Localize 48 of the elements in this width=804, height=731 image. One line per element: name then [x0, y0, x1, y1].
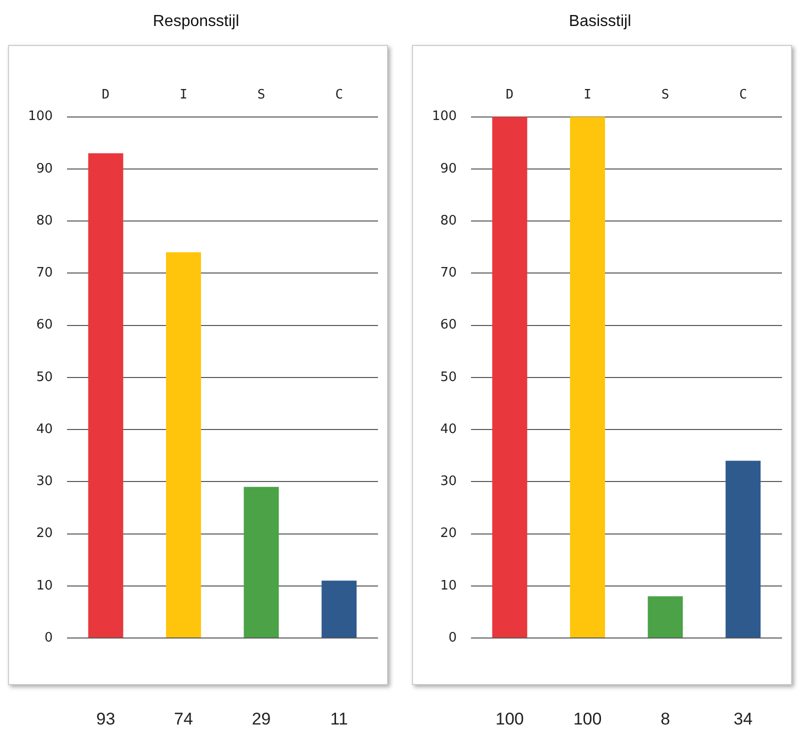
x-tick-label: D — [102, 87, 110, 102]
data-label: 8 — [660, 710, 670, 729]
data-label: 93 — [96, 710, 116, 729]
bar — [570, 116, 606, 638]
y-tick-label: 70 — [440, 266, 457, 281]
x-tick-label: C — [739, 87, 748, 102]
y-tick-label: 30 — [440, 474, 457, 490]
data-label: 34 — [734, 710, 753, 729]
y-tick-label: 70 — [36, 266, 53, 281]
y-tick-label: 90 — [36, 161, 53, 176]
x-tick-label: C — [335, 87, 344, 102]
y-tick-label: 20 — [36, 526, 53, 542]
bar — [322, 580, 357, 638]
y-tick-label: 50 — [440, 370, 457, 385]
y-tick-label: 40 — [36, 422, 53, 437]
y-tick-label: 0 — [44, 630, 53, 646]
y-tick-label: 10 — [36, 578, 53, 594]
x-tick-label: S — [257, 87, 266, 102]
bar — [88, 153, 124, 638]
bar — [648, 596, 683, 638]
data-label: 100 — [573, 710, 602, 729]
y-tick-label: 0 — [448, 630, 457, 646]
y-tick-label: 30 — [36, 474, 53, 490]
bar — [244, 486, 279, 638]
x-tick-label: D — [506, 87, 514, 102]
y-tick-label: 80 — [440, 213, 457, 228]
data-label: 11 — [330, 710, 348, 729]
y-tick-label: 100 — [28, 109, 53, 124]
data-label: 100 — [496, 710, 524, 729]
data-label: 74 — [174, 710, 193, 729]
y-tick-label: 100 — [432, 109, 457, 124]
chart-title: Responsstijl — [152, 13, 240, 30]
x-tick-label: I — [180, 87, 188, 102]
y-tick-label: 40 — [440, 422, 457, 437]
chart-title: Basisstijl — [568, 13, 632, 30]
y-tick-label: 10 — [440, 578, 457, 594]
x-tick-label: I — [584, 87, 592, 102]
y-tick-label: 20 — [440, 526, 457, 542]
bar — [166, 252, 202, 638]
y-tick-label: 90 — [440, 161, 457, 176]
y-tick-label: 60 — [440, 318, 457, 333]
bar — [492, 116, 528, 638]
y-tick-label: 80 — [36, 213, 53, 228]
x-tick-label: S — [661, 87, 670, 102]
y-tick-label: 50 — [36, 370, 53, 385]
data-label: 29 — [252, 710, 271, 729]
bar — [726, 460, 761, 638]
y-tick-label: 60 — [36, 318, 53, 333]
